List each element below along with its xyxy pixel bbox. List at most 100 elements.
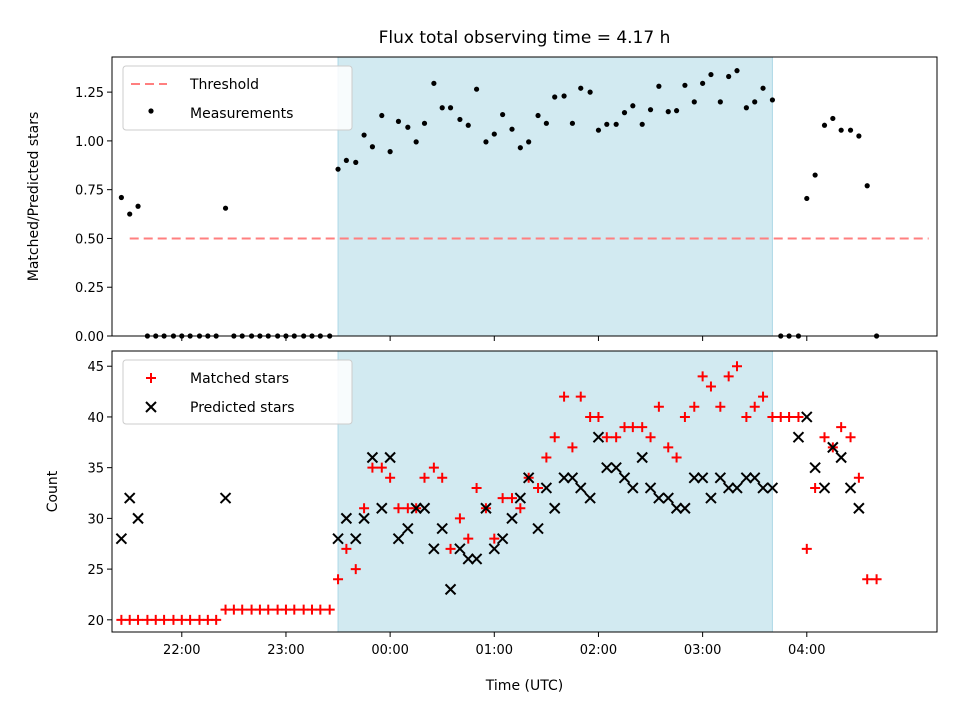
matched-star-point	[341, 543, 352, 554]
matched-star-point	[437, 472, 448, 483]
panel-1-y-tick-label: 0.75	[75, 184, 104, 199]
predicted-star-point	[835, 451, 847, 464]
measurement-point	[552, 94, 558, 100]
x-tick-label: 23:00	[267, 643, 304, 658]
predicted-star-point	[575, 482, 587, 494]
predicted-star-point	[522, 472, 535, 484]
matched-star-point	[124, 614, 135, 625]
measurement-point	[864, 183, 870, 189]
measurement-point	[369, 144, 376, 150]
predicted-star-point	[454, 543, 466, 555]
matched-star-point	[497, 493, 508, 504]
predicted-star-point	[705, 492, 717, 504]
measurement-point	[621, 110, 628, 116]
measurement-point	[561, 93, 567, 99]
panel-2-y-tick-label: 35	[87, 462, 104, 477]
matched-star-point	[463, 533, 474, 544]
matched-star-point	[689, 401, 700, 412]
panel-1-axes-frame	[111, 56, 938, 337]
predicted-star-point	[627, 482, 639, 494]
matched-star-point	[732, 361, 742, 372]
predicted-star-point	[618, 472, 631, 484]
predicted-star-point	[801, 411, 813, 423]
matched-star-point	[741, 411, 752, 422]
measurement-point	[734, 68, 740, 74]
matched-star-point	[758, 391, 769, 402]
measurement-point	[769, 97, 776, 103]
matched-star-point	[428, 462, 439, 473]
matched-star-point	[376, 462, 387, 473]
measurement-point	[457, 116, 463, 123]
predicted-star-point	[488, 543, 500, 555]
predicted-star-point	[470, 553, 483, 565]
matched-star-point	[862, 574, 873, 585]
predicted-star-point	[644, 482, 657, 494]
matched-star-point	[679, 411, 690, 422]
measurement-point	[656, 83, 662, 89]
predicted-star-point	[540, 482, 553, 494]
measurement-point	[578, 85, 584, 91]
matched-star-point	[133, 614, 144, 625]
predicted-star-point	[350, 532, 362, 545]
matched-star-point	[454, 513, 465, 524]
x-tick-label: 03:00	[684, 643, 721, 658]
measurement-point	[343, 157, 349, 164]
matched-star-point	[280, 604, 291, 615]
measurement-point	[127, 211, 133, 217]
measurement-point	[395, 118, 402, 124]
panel-2-observing-span	[338, 351, 773, 632]
chart-title: Flux total observing time = 4.17 h	[379, 28, 671, 48]
measurement-point	[691, 99, 697, 105]
measurement-point	[587, 89, 593, 95]
measurement-point	[647, 107, 654, 113]
matched-star-point	[715, 401, 726, 412]
measurement-point	[752, 99, 758, 105]
legend-predicted-label: Predicted stars	[190, 400, 295, 416]
x-tick-label: 04:00	[788, 643, 825, 658]
measurement-point	[447, 105, 454, 111]
matched-star-point	[645, 432, 656, 443]
matched-star-point	[471, 482, 482, 493]
measurement-point	[135, 203, 141, 209]
matched-star-point	[671, 452, 682, 463]
measurement-point	[439, 105, 445, 111]
x-tick-label: 01:00	[476, 643, 513, 658]
measurement-point	[465, 122, 471, 128]
matched-star-point	[845, 432, 856, 443]
measurement-point	[361, 132, 367, 138]
matched-star-point	[419, 472, 430, 483]
matched-star-point	[559, 391, 570, 402]
measurement-point	[222, 205, 229, 211]
predicted-star-point	[358, 512, 370, 525]
predicted-star-point	[132, 512, 144, 525]
panel-1-y-tick-label: 0.50	[75, 232, 104, 247]
measurement-point	[726, 73, 732, 80]
legend-measurements-swatch	[148, 108, 154, 114]
measurement-point	[708, 71, 714, 78]
measurement-point	[353, 159, 359, 165]
matched-star-point	[315, 604, 326, 615]
predicted-star-point	[124, 492, 136, 504]
matched-star-point	[159, 614, 170, 625]
predicted-star-point	[809, 461, 821, 474]
predicted-star-point	[436, 522, 448, 535]
predicted-star-point	[610, 461, 622, 474]
predicted-star-point	[853, 502, 865, 514]
measurement-point	[630, 103, 636, 109]
measurement-point	[830, 115, 836, 122]
predicted-star-point	[584, 492, 596, 504]
measurement-point	[543, 120, 549, 126]
panel-1-observing-span	[338, 57, 773, 336]
panel-2-y-tick-label: 40	[87, 411, 104, 426]
matched-star-point	[836, 422, 847, 433]
x-tick-label: 22:00	[163, 643, 200, 658]
predicted-star-point	[462, 553, 474, 565]
legend-threshold-label: Threshold	[189, 77, 259, 93]
panel-1-y-axis-label: Matched/Predicted stars	[26, 112, 42, 282]
measurement-point	[743, 105, 749, 111]
measurement-point	[379, 112, 385, 119]
matched-star-point	[819, 432, 830, 443]
predicted-star-point	[496, 532, 509, 545]
measurement-point	[639, 121, 645, 127]
